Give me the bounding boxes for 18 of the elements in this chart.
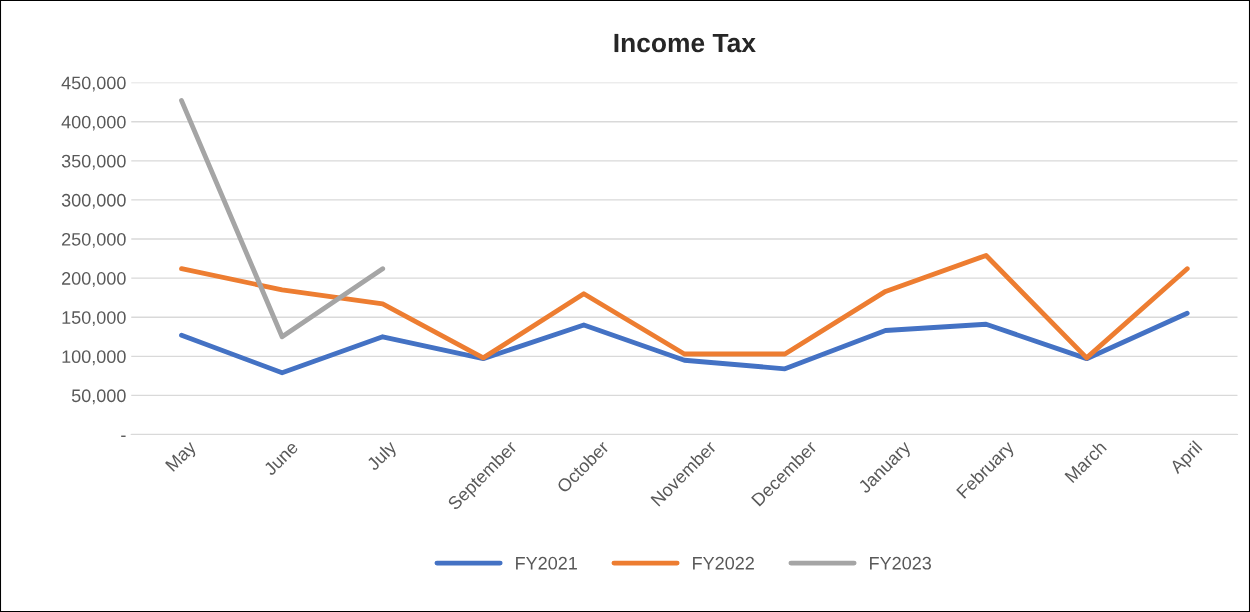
y-tick-label: 50,000 xyxy=(71,389,126,405)
y-tick-label: 150,000 xyxy=(62,311,126,327)
legend-label: FY2023 xyxy=(870,556,932,570)
legend-label: FY2021 xyxy=(516,556,577,570)
y-tick-label: 200,000 xyxy=(62,272,126,287)
line-series xyxy=(179,310,1190,376)
y-tick-label: 300,000 xyxy=(61,193,126,209)
y-tick-label: 400,000 xyxy=(61,115,126,131)
y-tick-label: 450,000 xyxy=(61,76,126,92)
chart-title: Income Tax xyxy=(614,33,756,53)
x-tick-label: July xyxy=(365,439,400,474)
line-series xyxy=(179,253,1190,361)
y-tick-label: - xyxy=(121,435,126,437)
legend-label: FY2022 xyxy=(693,556,754,570)
x-tick-label: May xyxy=(165,439,200,475)
y-tick-label: 250,000 xyxy=(62,232,126,248)
y-tick-label: 100,000 xyxy=(62,350,126,366)
y-tick-label: 350,000 xyxy=(61,154,126,170)
